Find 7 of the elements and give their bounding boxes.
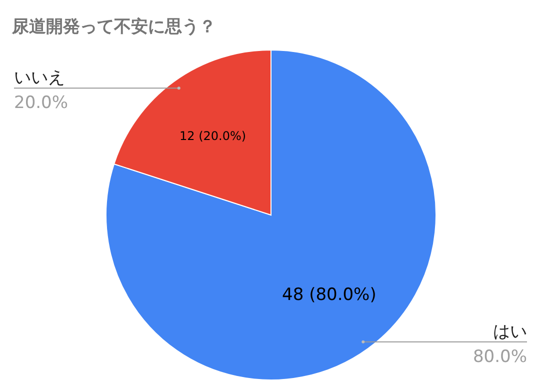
data-label: 12 (20.0%) [180,128,246,143]
slice-label: はい [493,322,527,342]
slice-label: いいえ [14,68,65,88]
data-label: 48 (80.0%) [282,285,376,306]
text: 80.0% [472,346,527,367]
text: 20.0% [14,93,68,114]
chart-title: 尿道開発って不安に思う？ [11,17,216,37]
